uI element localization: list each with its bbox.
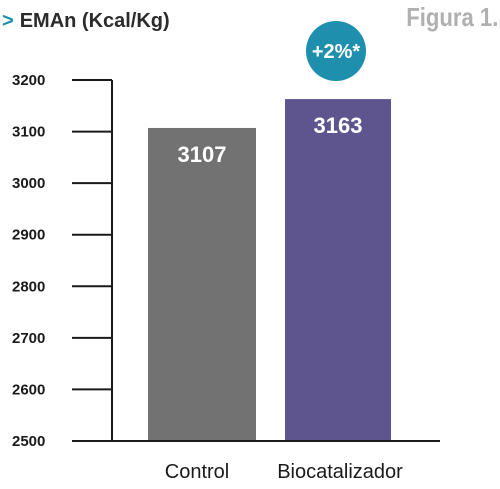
y-tick-label: 3200	[12, 72, 45, 89]
y-tick-label: 2500	[12, 433, 45, 450]
annotation-badge-text: +2%*	[312, 41, 361, 63]
figure-label: Figura 1.	[405, 2, 498, 32]
y-tick-label: 2800	[12, 278, 45, 295]
chart-title: > EMAn (Kcal/Kg)	[2, 10, 170, 33]
data-label-control: 3107	[178, 142, 227, 167]
y-tick-label: 2600	[12, 381, 45, 398]
title-text: EMAn (Kcal/Kg)	[19, 10, 170, 32]
x-tick-label-biocatalizador: Biocatalizador	[277, 461, 403, 483]
x-tick-label-control: Control	[165, 461, 229, 483]
y-tick-label: 3100	[12, 124, 45, 141]
y-tick-label: 2700	[12, 330, 45, 347]
bar-biocatalizador	[285, 99, 391, 442]
annotation-badge	[306, 21, 366, 81]
data-label-biocatalizador: 3163	[314, 113, 363, 138]
title-arrow: >	[2, 10, 14, 32]
y-tick-label: 2900	[12, 227, 45, 244]
bar-control	[148, 127, 256, 441]
y-tick-label: 3000	[12, 175, 45, 192]
